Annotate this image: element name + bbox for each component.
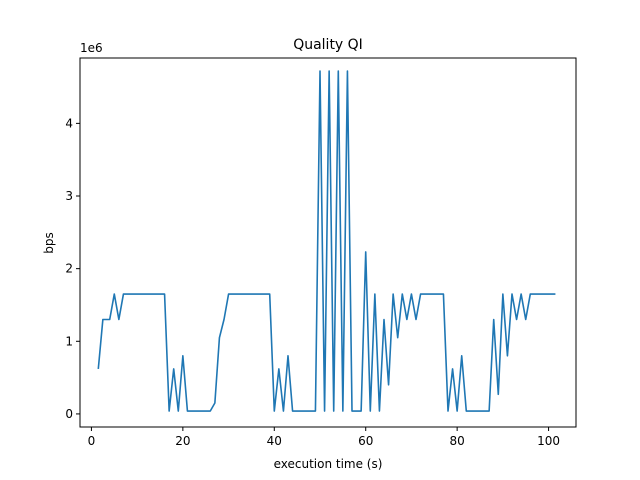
y-axis-ticks: 0 1 2 3 4 (65, 116, 80, 421)
plot-area: 0 20 40 60 80 100 0 1 2 3 4 (65, 57, 577, 448)
y-tick-label: 1 (65, 334, 73, 348)
y-tick-label: 3 (65, 189, 73, 203)
y-tick-label: 2 (65, 262, 73, 276)
x-tick-label: 0 (88, 434, 96, 448)
series-layer (97, 70, 556, 412)
y-tick-label: 0 (65, 407, 73, 421)
x-tick-label: 40 (267, 434, 282, 448)
x-tick-label: 80 (450, 434, 465, 448)
x-tick-label: 100 (537, 434, 560, 448)
plot-frame (79, 57, 577, 428)
x-axis-label: execution time (s) (274, 457, 383, 471)
series-line-0 (97, 70, 556, 412)
x-axis-ticks: 0 20 40 60 80 100 (88, 427, 560, 448)
x-tick-label: 20 (175, 434, 190, 448)
x-tick-label: 60 (358, 434, 373, 448)
y-axis-label: bps (42, 232, 56, 254)
y-tick-label: 4 (65, 116, 73, 130)
y-axis-scale-label: 1e6 (80, 41, 103, 55)
chart-title: Quality QI (293, 37, 363, 53)
